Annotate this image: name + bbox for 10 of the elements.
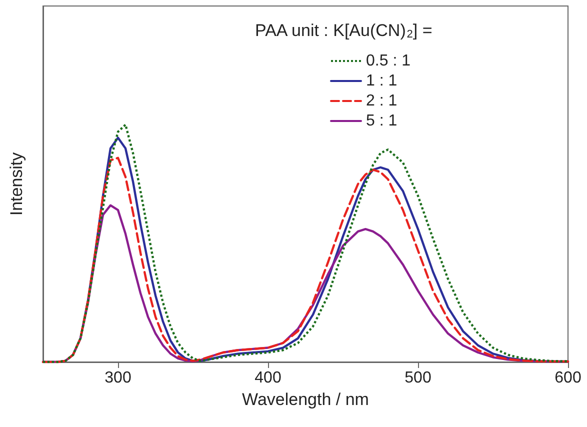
x-axis-title: Wavelength / nm — [242, 390, 369, 409]
x-tick-label: 600 — [554, 370, 582, 386]
legend-label: 5 : 1 — [366, 112, 398, 130]
y-axis-title: Intensity — [7, 152, 26, 216]
legend-label: 2 : 1 — [366, 92, 398, 110]
x-tick-label: 400 — [254, 370, 282, 386]
legend-label: 0.5 : 1 — [366, 52, 411, 70]
legend-label: 1 : 1 — [366, 72, 398, 90]
x-tick-label: 300 — [104, 370, 132, 386]
x-tick-label: 500 — [404, 370, 432, 386]
